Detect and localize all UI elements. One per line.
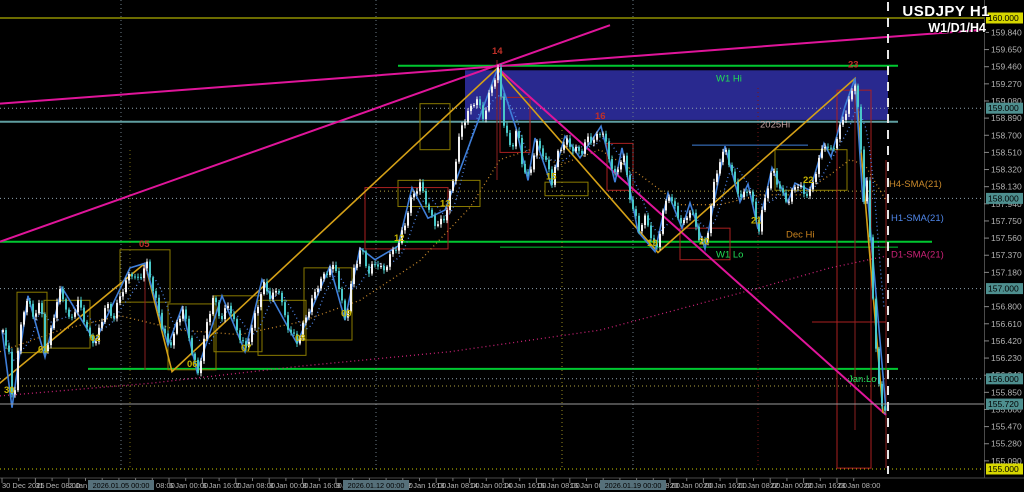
svg-text:159.840: 159.840 [991,27,1022,37]
svg-text:12 Jan 16:00: 12 Jan 16:00 [403,481,446,490]
svg-text:14 Jan 00:00: 14 Jan 00:00 [470,481,513,490]
svg-text:15: 15 [546,171,557,182]
svg-text:19: 19 [647,238,658,249]
svg-text:159.650: 159.650 [991,45,1022,55]
svg-text:7 Jan 08:00: 7 Jan 08:00 [236,481,275,490]
price-axis[interactable]: 159.840 159.650 159.460 159.270 159.080 158.8… [984,12,1023,475]
svg-text:158.890: 158.890 [991,113,1022,123]
svg-text:21 Jan 08:00: 21 Jan 08:00 [737,481,780,490]
svg-text:W1 Hi: W1 Hi [716,73,742,84]
svg-text:D1-SMA(21): D1-SMA(21) [891,249,944,260]
svg-text:07: 07 [241,343,252,354]
vertical-lines [120,0,887,470]
svg-text:5 Jan 08:00: 5 Jan 08:00 [136,481,175,490]
day-number-labels: 30 01 02 05 06 07 08 09 12 13 14 15 16 19 20 21 22 23 [4,46,859,396]
svg-text:16 Jan 00:00: 16 Jan 00:00 [570,481,613,490]
svg-text:158.510: 158.510 [991,147,1022,157]
svg-text:155.470: 155.470 [991,422,1022,432]
svg-text:156.800: 156.800 [991,302,1022,312]
svg-text:31 Dec 08:00: 31 Dec 08:00 [35,481,80,490]
svg-text:155.000: 155.000 [988,464,1019,474]
svg-text:8 Jan 16:00: 8 Jan 16:00 [303,481,342,490]
svg-text:12: 12 [394,233,405,244]
svg-text:14: 14 [492,46,503,57]
svg-text:155.280: 155.280 [991,439,1022,449]
svg-text:155.720: 155.720 [988,399,1019,409]
svg-text:155.090: 155.090 [991,456,1022,466]
trend-lines [0,24,985,416]
svg-text:157.370: 157.370 [991,250,1022,260]
svg-text:Jan.Lo: Jan.Lo [848,374,877,385]
svg-text:30: 30 [4,385,15,396]
svg-text:Dec Hi: Dec Hi [786,229,815,240]
svg-text:15 Jan 08:00: 15 Jan 08:00 [536,481,579,490]
svg-text:08: 08 [295,333,306,344]
svg-text:W1 Lo: W1 Lo [716,249,743,260]
svg-text:H1-SMA(21): H1-SMA(21) [891,213,944,224]
svg-text:158.700: 158.700 [991,130,1022,140]
svg-text:09: 09 [341,309,352,320]
level-text-labels: W1 Hi 2025Hi Dec Hi W1 Lo Jan.Lo H4-SMA(21) H1… [716,73,944,384]
svg-text:06: 06 [187,359,198,370]
svg-text:16: 16 [595,111,606,122]
svg-text:160.000: 160.000 [988,13,1019,23]
svg-text:156.230: 156.230 [991,353,1022,363]
svg-text:22 Jan 16:00: 22 Jan 16:00 [804,481,847,490]
svg-text:2026.01.05 00:00: 2026.01.05 00:00 [93,481,150,490]
svg-text:158.320: 158.320 [991,165,1022,175]
svg-text:13 Jan 08:00: 13 Jan 08:00 [436,481,479,490]
svg-text:156.610: 156.610 [991,319,1022,329]
svg-text:6 Jan 16:00: 6 Jan 16:00 [202,481,241,490]
chart-title: USDJPY H1 [902,3,990,20]
svg-text:155.850: 155.850 [991,387,1022,397]
svg-text:21: 21 [751,216,762,227]
svg-text:30 Dec 2025: 30 Dec 2025 [2,481,45,490]
svg-text:157.560: 157.560 [991,233,1022,243]
svg-text:22 Jan 00:00: 22 Jan 00:00 [770,481,813,490]
svg-text:8 Jan 00:00: 8 Jan 00:00 [269,481,308,490]
h4-sma-line [0,148,887,353]
svg-text:157.180: 157.180 [991,267,1022,277]
svg-text:159.270: 159.270 [991,79,1022,89]
svg-text:156.000: 156.000 [988,374,1019,384]
svg-text:23 Jan 08:00: 23 Jan 08:00 [837,481,880,490]
svg-text:H4-SMA(21): H4-SMA(21) [889,179,942,190]
svg-text:6 Jan 00:00: 6 Jan 00:00 [169,481,208,490]
candles [2,64,886,414]
horizontal-levels [0,17,984,470]
svg-text:2026.01.12 00:00: 2026.01.12 00:00 [348,481,405,490]
svg-text:156.420: 156.420 [991,336,1022,346]
svg-text:01: 01 [38,345,49,356]
svg-text:158.130: 158.130 [991,182,1022,192]
chart-subtitle: W1/D1/H4 [928,21,986,35]
svg-text:02: 02 [90,333,101,344]
svg-text:159.000: 159.000 [988,103,1019,113]
svg-text:14 Jan 16:00: 14 Jan 16:00 [503,481,546,490]
svg-text:159.080: 159.080 [991,96,1022,106]
svg-text:2026.01.19 00:00: 2026.01.19 00:00 [605,481,662,490]
d1-sma-line [0,255,887,397]
svg-text:158.000: 158.000 [988,193,1019,203]
svg-text:05: 05 [139,239,150,250]
svg-text:157.750: 157.750 [991,216,1022,226]
svg-text:23: 23 [848,60,859,71]
svg-text:20: 20 [699,236,710,247]
svg-text:20 Jan 16:00: 20 Jan 16:00 [703,481,746,490]
svg-text:159.460: 159.460 [991,62,1022,72]
svg-text:13: 13 [440,199,451,210]
svg-text:20 Jan 00:00: 20 Jan 00:00 [670,481,713,490]
svg-text:2025Hi: 2025Hi [760,119,790,130]
zigzag-blue [1,67,887,411]
svg-text:22: 22 [803,175,814,186]
svg-text:157.000: 157.000 [988,284,1019,294]
